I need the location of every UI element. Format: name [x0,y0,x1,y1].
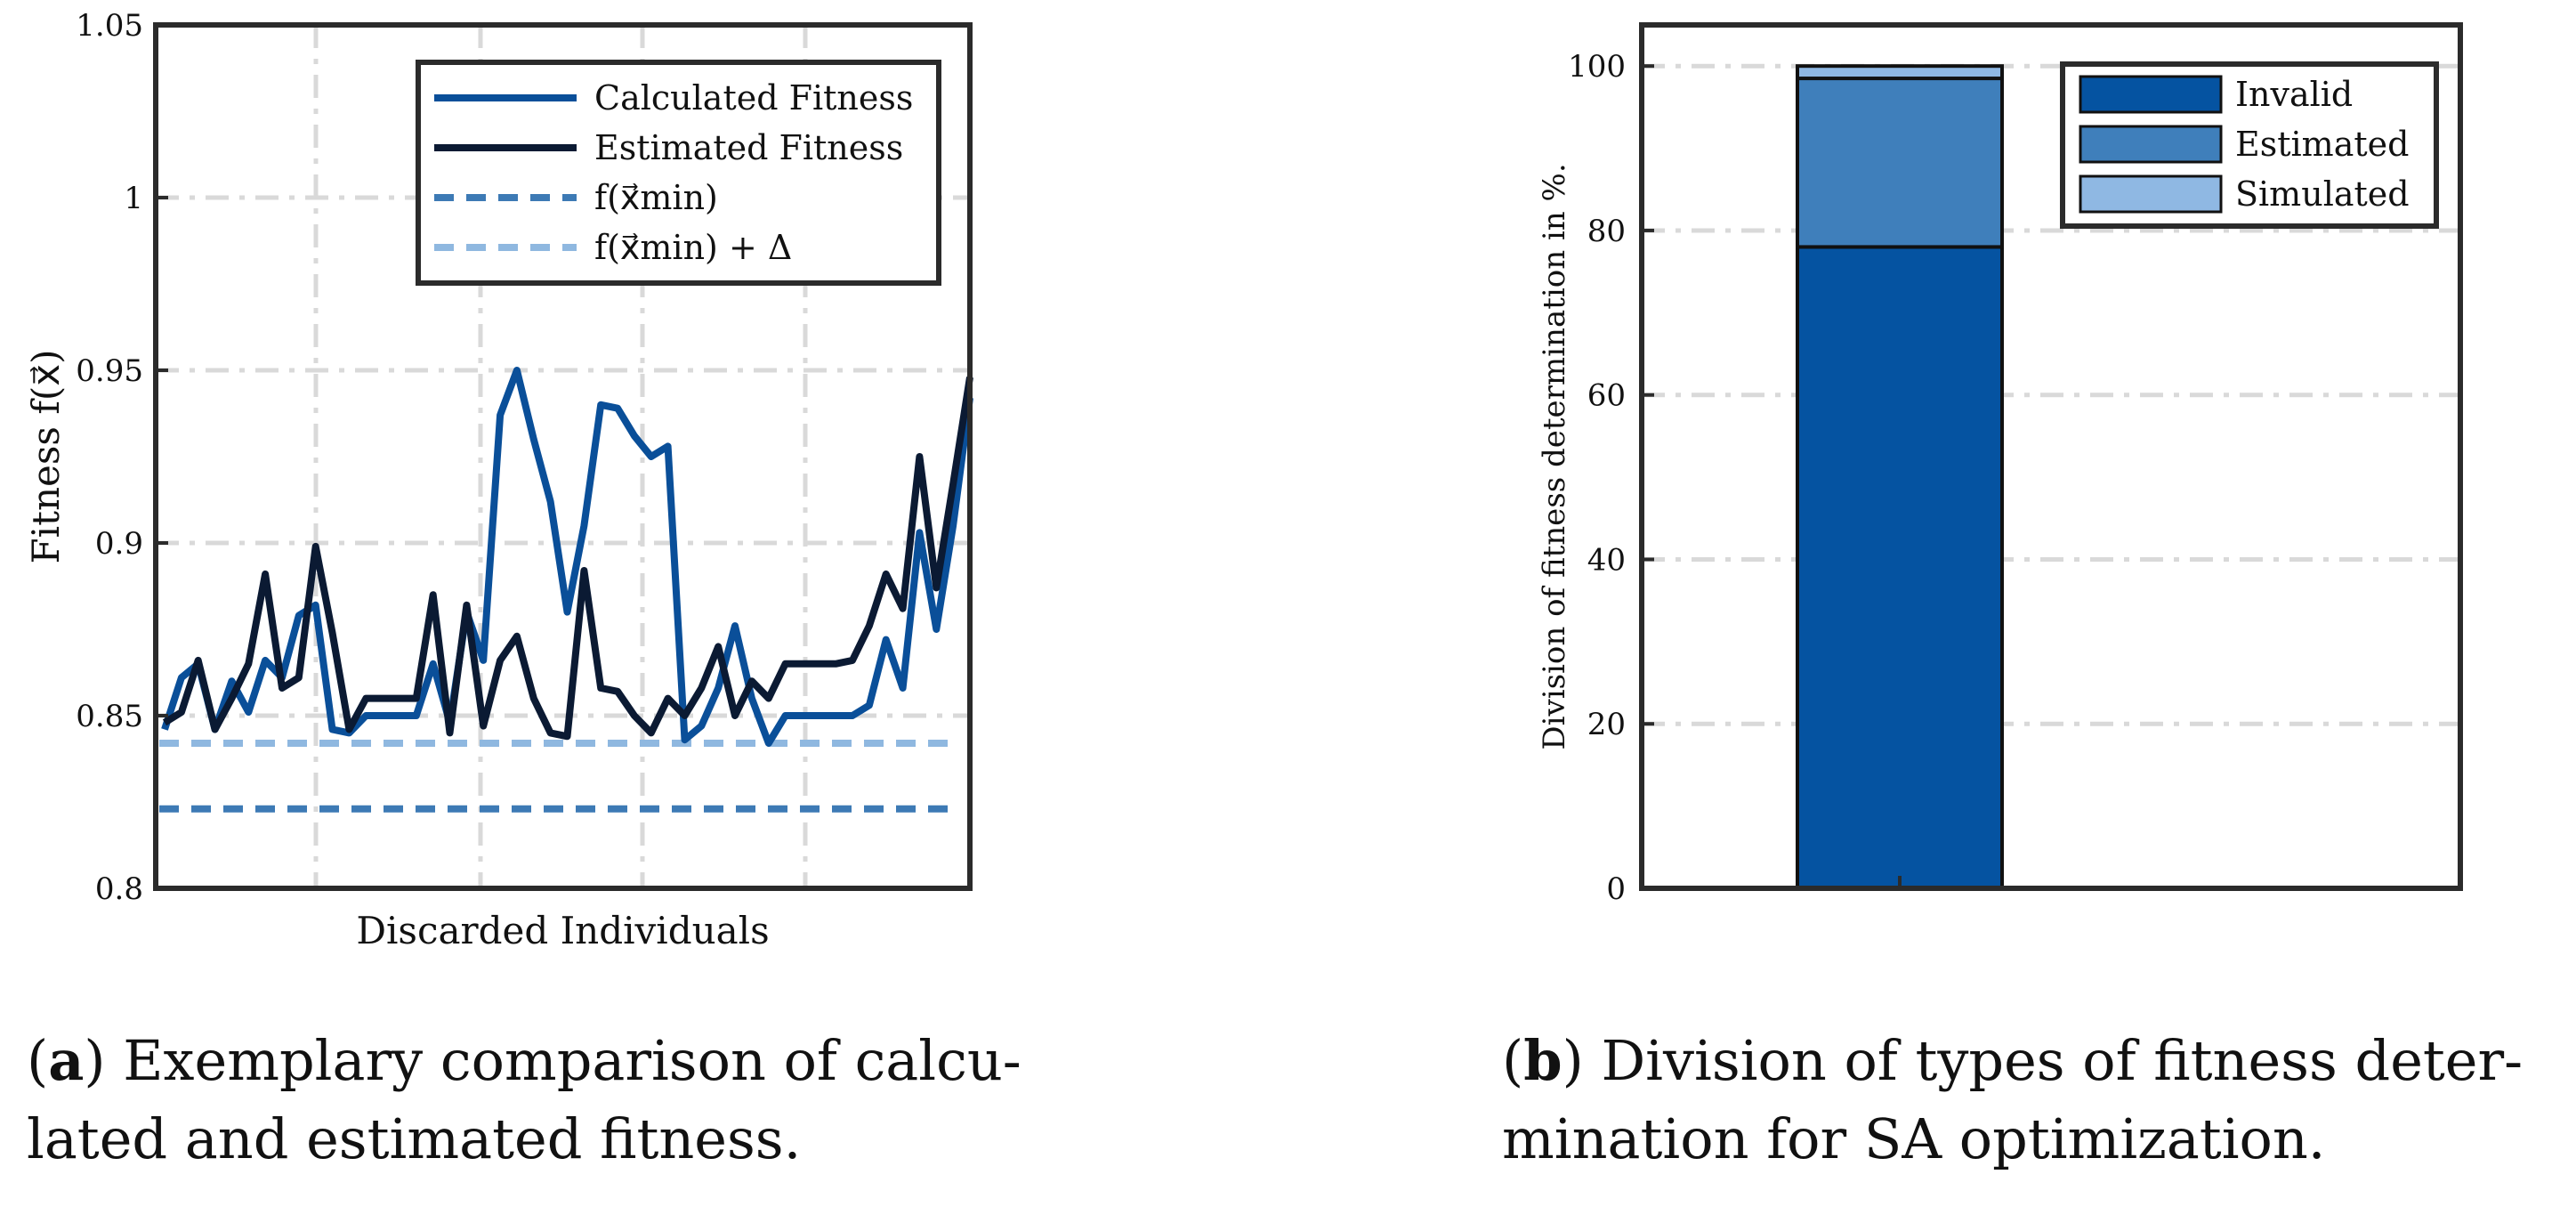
legend-label-2: f(x⃗min) [594,178,718,217]
series-line-1 [162,377,973,741]
plot-frame [1639,22,2463,891]
y-tick-label: 1.05 [76,8,143,44]
chart-a: 0.8 0.85 0.9 0.95 1 1.05 Discarded Individuals… [24,8,973,952]
y-axis-label: Fitness f(x⃗) [24,350,68,564]
bar-segment-estimated [1796,77,2004,249]
caption-a-line1: (a) Exemplary comparison of calcu- [27,1028,1022,1093]
caption-a-line2: lated and estimated fitness. [27,1106,802,1171]
y-tick-label: 0 [1606,871,1626,907]
caption-a: (a) Exemplary comparison of calcu- lated… [27,1022,1022,1178]
bar-segment-simulated [1796,64,2004,81]
caption-b-line2: mination for SA optimization. [1502,1106,2326,1171]
legend-label-2: Simulated [2235,174,2410,214]
caption-b-text1: ) Division of types of fitness deter- [1562,1028,2524,1093]
series-line-0 [161,367,973,747]
y-tick-label: 40 [1587,542,1626,578]
legend-label-1: Estimated Fitness [594,128,903,167]
legend-label-0: Invalid [2235,75,2353,114]
caption-b: (b) Division of types of fitness deter- … [1502,1022,2523,1178]
y-tick-label: 0.95 [76,353,143,389]
y-tick-label: 0.85 [76,699,143,734]
caption-b-label: b [1523,1028,1563,1093]
y-axis-label: Division of fitness determination in %. [1537,163,1572,749]
y-tick-label: 60 [1587,378,1626,414]
legend-swatch-0 [2079,75,2223,114]
legend-label-1: Estimated [2235,125,2409,164]
y-tick-label: 0.8 [95,871,143,907]
y-tick-label: 100 [1568,49,1626,85]
legend-swatch-1 [2079,125,2223,164]
bar-segment-invalid [1796,245,2004,890]
chart-b: 0 20 40 60 80 100 Division of fitness determin… [1537,22,2463,907]
caption-b-line1: (b) Division of types of fitness deter- [1502,1028,2524,1093]
plot-frame [153,22,973,891]
y-tick-label: 1 [124,181,143,216]
x-axis-label: Discarded Individuals [356,909,769,952]
caption-a-label: a [48,1028,85,1093]
legend-swatch-2 [2079,174,2223,214]
caption-a-text1: ) Exemplary comparison of calcu- [84,1028,1022,1093]
y-tick-label: 20 [1587,707,1626,742]
y-tick-label: 0.9 [95,526,143,562]
y-tick-label: 80 [1587,214,1626,249]
legend-label-0: Calculated Fitness [594,78,913,117]
legend-label-3: f(x⃗min) + Δ [594,228,792,267]
